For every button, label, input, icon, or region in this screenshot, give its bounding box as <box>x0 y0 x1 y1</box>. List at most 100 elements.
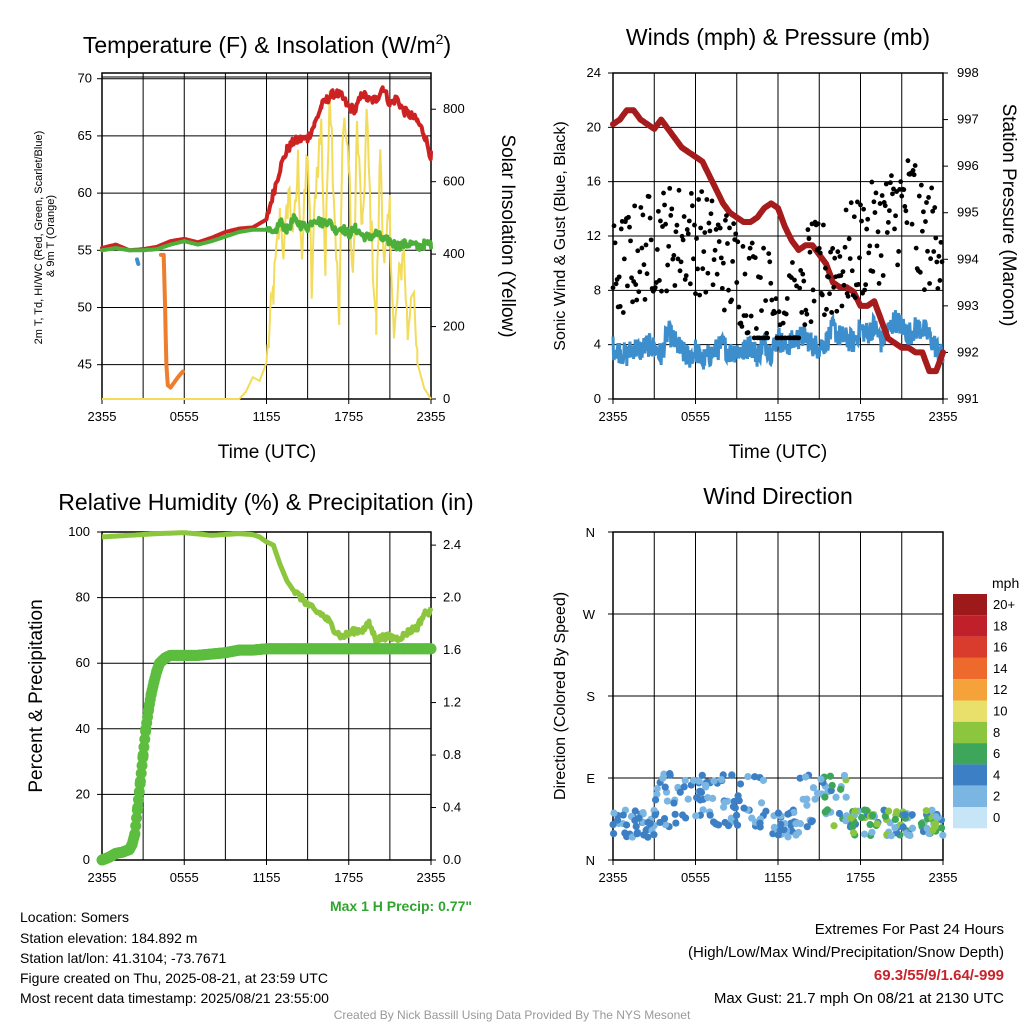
direction-point <box>790 808 798 817</box>
direction-point <box>840 771 849 780</box>
direction-point <box>656 818 664 827</box>
gust-point <box>664 288 670 294</box>
y2-tick-label: 991 <box>957 391 979 406</box>
direction-point <box>661 783 669 791</box>
gust-point <box>742 271 748 277</box>
direction-point <box>621 829 629 837</box>
gust-point <box>826 274 831 280</box>
y-tick-label: 60 <box>76 655 90 670</box>
y-tick-label: 70 <box>78 71 92 86</box>
gust-point <box>930 208 936 214</box>
direction-ylabel: Direction (Colored By Speed) <box>552 592 569 800</box>
gust-point <box>937 278 943 283</box>
gust-point <box>802 322 808 328</box>
gust-point <box>878 253 884 259</box>
gust-point <box>705 270 711 276</box>
gust-point <box>638 205 644 210</box>
temperature-xlabel: Time (UTC) <box>218 442 317 463</box>
direction-point <box>690 776 698 784</box>
direction-point <box>676 788 684 796</box>
gust-point <box>612 240 618 246</box>
direction-point <box>631 816 639 825</box>
gust-point <box>726 287 731 293</box>
direction-point <box>931 822 939 831</box>
gust-point <box>816 245 822 251</box>
station-info: Location: Somers Station elevation: 184.… <box>20 909 329 1006</box>
direction-point <box>699 806 707 814</box>
y-tick-label: 100 <box>68 524 90 539</box>
gust-point <box>723 217 728 223</box>
humidity-ylabel: Percent & Precipitation <box>26 599 47 792</box>
gust-point <box>792 277 797 283</box>
direction-point <box>692 812 700 820</box>
gust-point <box>712 247 718 253</box>
y-tick-label: 20 <box>76 786 90 801</box>
wind-tick-labels: 2355 0555 1155 1755 2355 0 4 8 12 16 20 24 991 992 993… <box>587 65 979 424</box>
gust-point <box>820 222 826 228</box>
temp9m-line <box>158 252 185 390</box>
direction-point <box>809 784 818 792</box>
y2-tick-label: 2.0 <box>443 590 461 605</box>
gust-point <box>736 304 742 310</box>
gust-point <box>919 228 925 234</box>
direction-point <box>681 814 690 822</box>
gust-point <box>882 203 888 209</box>
direction-gridlines <box>613 531 943 861</box>
gust-point <box>865 216 871 222</box>
gust-point <box>633 282 639 287</box>
gust-point <box>688 190 694 196</box>
legend-label: 6 <box>993 746 1000 761</box>
gust-point <box>666 243 672 249</box>
y-tick-label: 24 <box>587 65 601 80</box>
x-tick-label: 1155 <box>253 870 281 885</box>
gust-point <box>934 259 940 265</box>
created-text: Figure created on Thu, 2025-08-21, at 23… <box>20 970 328 986</box>
gust-point <box>725 241 730 246</box>
x-tick-label: 2355 <box>929 870 958 885</box>
direction-point <box>908 824 917 832</box>
gust-point <box>861 206 866 212</box>
gust-point <box>729 297 734 303</box>
gust-point <box>702 230 708 235</box>
gust-point <box>630 299 635 305</box>
direction-point <box>901 811 909 819</box>
direction-point <box>736 780 745 788</box>
y-tick-label: 4 <box>594 337 601 352</box>
temperature-y2label: Solar Insolation (Yellow) <box>497 134 518 337</box>
x-tick-label: 0555 <box>170 409 199 424</box>
gust-point <box>773 296 779 302</box>
gust-point <box>734 280 740 285</box>
gust-point <box>752 255 758 261</box>
gust-point <box>704 197 710 202</box>
heatindex_blue-line <box>135 257 141 266</box>
gust-point <box>830 246 836 251</box>
direction-point <box>704 794 712 802</box>
gust-point <box>670 256 676 262</box>
gust-point <box>832 255 838 261</box>
gust-point <box>679 233 685 239</box>
direction-point <box>727 814 735 822</box>
direction-point <box>711 819 719 827</box>
gust-point <box>700 266 706 272</box>
gust-point <box>800 271 806 277</box>
y-tick-label: N <box>586 853 595 868</box>
extremes-values: 69.3/55/9/1.64/-999 <box>874 967 1004 984</box>
gust-point <box>910 168 916 173</box>
gust-point <box>898 179 904 185</box>
legend-swatch <box>953 657 987 680</box>
gust-point <box>817 250 823 256</box>
gust-point <box>924 200 929 205</box>
x-tick-label: 1155 <box>764 409 792 424</box>
gust-point <box>938 239 944 245</box>
gust-point <box>902 204 908 209</box>
direction-point <box>868 828 876 836</box>
direction-point <box>640 831 648 839</box>
gust-point <box>871 199 877 205</box>
direction-point <box>784 833 792 841</box>
direction-point <box>851 807 859 815</box>
gust-point <box>828 249 833 255</box>
recent-text: Most recent data timestamp: 2025/08/21 2… <box>20 990 329 1006</box>
direction-point <box>891 815 899 824</box>
direction-point <box>717 775 726 784</box>
direction-point <box>619 811 627 819</box>
